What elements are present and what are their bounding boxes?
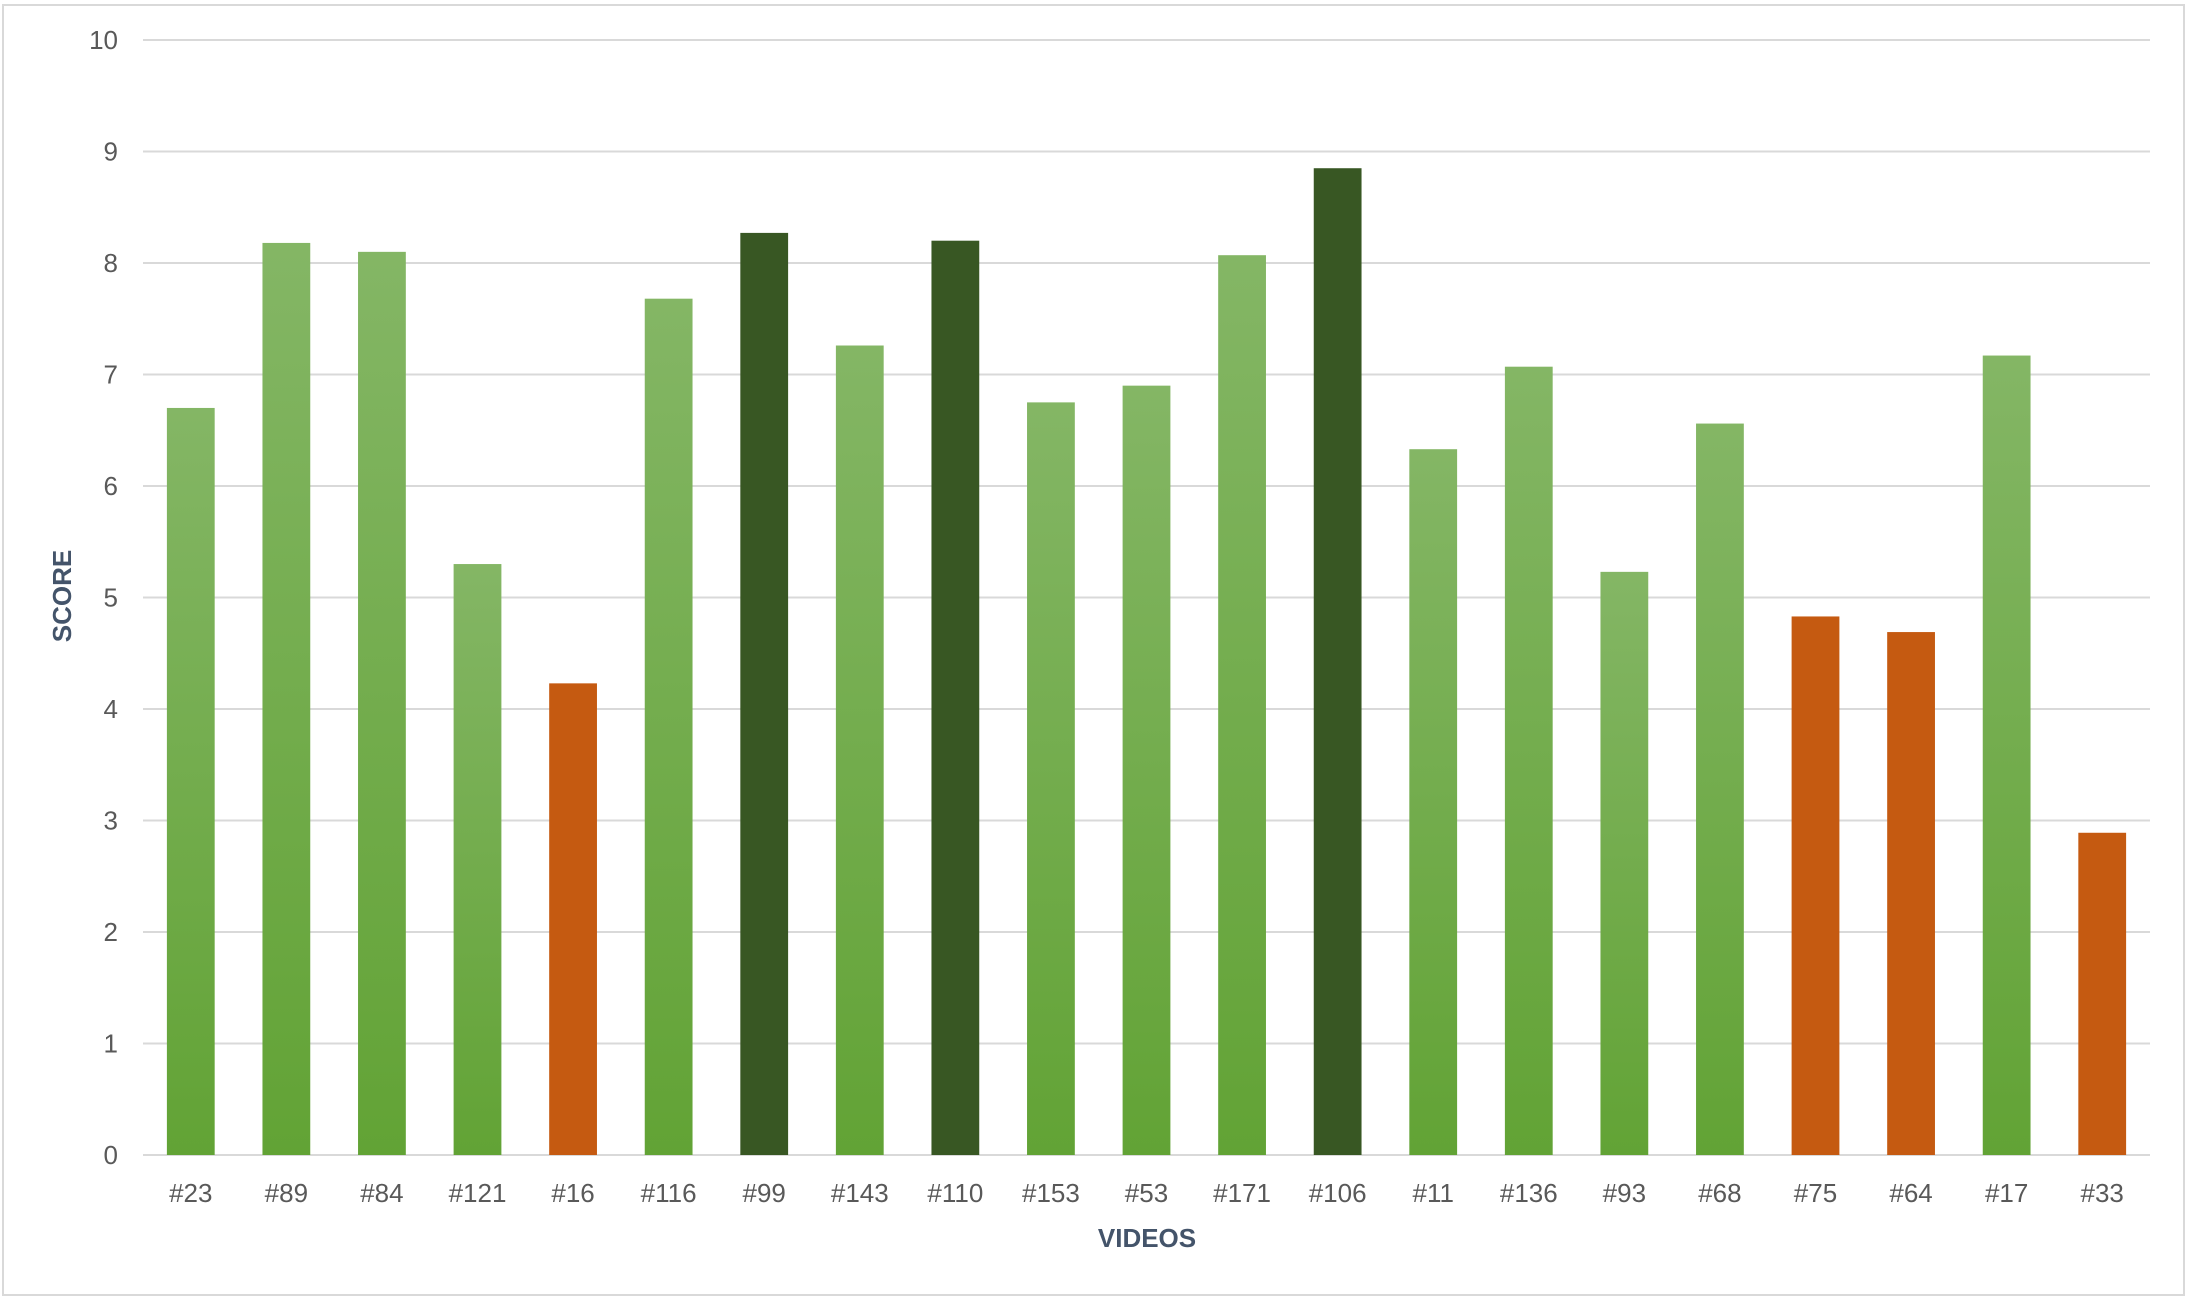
y-tick-label: 10	[89, 25, 118, 55]
y-tick-label: 4	[104, 694, 118, 724]
x-tick-label: #16	[551, 1178, 594, 1208]
x-tick-label: #53	[1125, 1178, 1168, 1208]
y-tick-label: 2	[104, 917, 118, 947]
bar-11	[1409, 449, 1458, 1156]
x-axis-title: VIDEOS	[1098, 1223, 1196, 1253]
x-axis-ticks: #23 #89 #84 #121 #16 #116 #99 #143 #110 #153 #53 #1…	[169, 1178, 2124, 1208]
x-tick-label: #89	[265, 1178, 308, 1208]
y-tick-label: 0	[104, 1140, 118, 1170]
bar-53	[1122, 385, 1171, 1155]
bar-33	[2078, 832, 2127, 1155]
bar-171	[1218, 255, 1266, 1155]
bar-136	[1504, 366, 1553, 1155]
bar-17	[1982, 355, 2031, 1155]
y-tick-label: 3	[104, 806, 118, 836]
x-tick-label: #75	[1794, 1178, 1837, 1208]
bar-23	[166, 407, 215, 1155]
x-tick-label: #84	[360, 1178, 403, 1208]
y-tick-label: 7	[104, 360, 118, 390]
x-tick-label: #171	[1213, 1178, 1271, 1208]
x-tick-label: #110	[927, 1178, 983, 1208]
bar-110	[931, 240, 980, 1155]
bars	[166, 168, 2127, 1156]
bar-106	[1313, 168, 1362, 1156]
x-tick-label: #11	[1412, 1178, 1453, 1208]
bar-68	[1696, 423, 1744, 1155]
y-axis-title: SCORE	[47, 550, 77, 642]
bar-116	[644, 298, 693, 1155]
x-tick-label: #23	[169, 1178, 212, 1208]
bar-93	[1600, 571, 1649, 1155]
bar-75	[1791, 616, 1840, 1155]
x-tick-label: #106	[1309, 1178, 1367, 1208]
bar-64	[1887, 632, 1935, 1155]
x-tick-label: #33	[2081, 1178, 2124, 1208]
x-tick-label: #153	[1022, 1178, 1080, 1208]
y-axis-ticks: 0 1 2 3 4 5 6 7 8 9 10	[89, 25, 118, 1170]
x-tick-label: #64	[1889, 1178, 1932, 1208]
bar-121	[453, 564, 502, 1155]
x-tick-label: #17	[1985, 1178, 2028, 1208]
x-tick-label: #143	[831, 1178, 889, 1208]
x-tick-label: #68	[1698, 1178, 1741, 1208]
y-tick-label: 5	[104, 583, 118, 613]
y-tick-label: 8	[104, 248, 118, 278]
bar-89	[262, 242, 311, 1155]
x-tick-label: #93	[1603, 1178, 1646, 1208]
y-tick-label: 6	[104, 471, 118, 501]
x-tick-label: #99	[743, 1178, 786, 1208]
bar-16	[549, 683, 597, 1155]
bar-84	[358, 251, 406, 1156]
bar-143	[835, 345, 884, 1155]
x-tick-label: #121	[449, 1178, 507, 1208]
y-tick-label: 9	[104, 137, 118, 167]
y-tick-label: 1	[104, 1029, 118, 1059]
bar-153	[1027, 402, 1075, 1155]
bar-99	[740, 232, 789, 1155]
x-tick-label: #136	[1500, 1178, 1558, 1208]
x-tick-label: #116	[641, 1178, 697, 1208]
